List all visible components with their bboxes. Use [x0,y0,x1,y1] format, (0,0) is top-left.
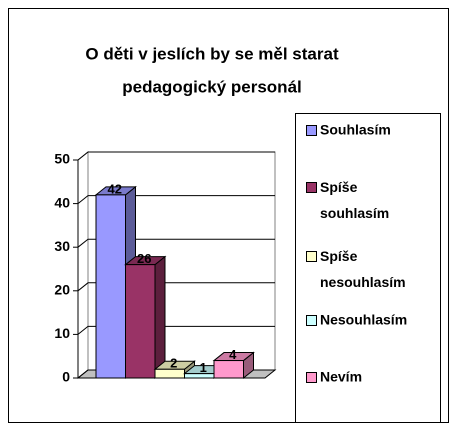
grid-line [77,195,275,204]
y-tick-label: 0 [62,369,70,385]
legend-swatch [306,315,317,326]
legend-label-line: nesouhlasím [320,274,406,290]
legend-label: Nesouhlasím [320,312,407,328]
grid-line [77,238,275,248]
grid-line [77,282,275,292]
chart-title: O děti v jeslích by se měl starat [85,44,339,63]
bar-side [154,255,166,380]
bar [125,264,156,379]
data-label: 2 [170,356,177,371]
legend-label: Nevím [320,369,362,385]
y-tick-label: 20 [54,282,70,298]
legend-label: Souhlasím [320,122,391,138]
legend-swatch [306,372,317,383]
legend-label-line: Spíše [320,179,358,195]
legend-label: Spíše souhlasím [320,179,389,221]
y-tick-label: 30 [54,238,70,254]
grid-line [77,325,275,335]
bar [213,360,244,379]
data-label: 4 [229,347,237,362]
legend-swatch [306,251,317,262]
data-label: 42 [108,181,122,196]
legend [295,113,441,423]
legend-label-line: souhlasím [320,205,389,221]
y-tick-label: 40 [54,194,70,210]
legend-swatch [306,182,317,193]
legend-label: Spíše nesouhlasím [320,248,406,290]
legend-swatch [306,125,317,136]
y-tick-label: 10 [54,325,70,341]
y-tick-label: 50 [54,151,70,167]
side-wall [77,150,89,380]
bar [95,194,126,379]
legend-label-line: Spíše [320,248,358,264]
chart-title: pedagogický personál [122,77,302,96]
grid-line [77,151,275,161]
data-label: 26 [137,251,151,266]
data-label: 1 [200,360,207,375]
